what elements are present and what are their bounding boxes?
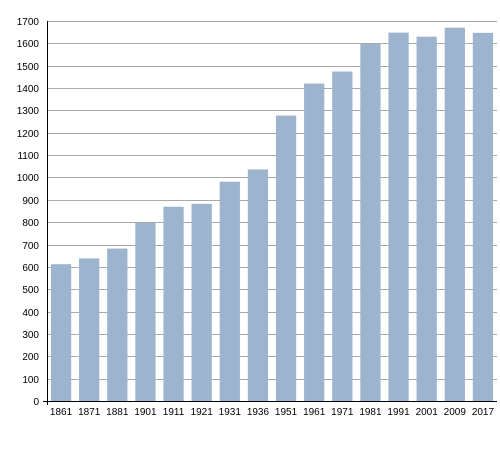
y-tick-label: 600 <box>22 263 39 274</box>
bar <box>444 27 465 402</box>
bar <box>107 248 128 401</box>
bar <box>304 83 325 401</box>
x-tick-label: 1881 <box>106 407 129 418</box>
y-tick-label: 300 <box>22 330 39 341</box>
x-tick-label: 1961 <box>303 407 326 418</box>
x-tick-label: 1901 <box>134 407 157 418</box>
y-tick-label: 1100 <box>17 151 39 162</box>
bar <box>50 264 72 401</box>
y-tick-label: 800 <box>22 218 39 229</box>
bar <box>79 258 100 401</box>
y-tick-label: 200 <box>22 352 39 363</box>
x-tick-label: 1936 <box>247 407 270 418</box>
bar <box>360 44 381 402</box>
x-tick-label: 1951 <box>275 407 298 418</box>
y-tick-label: 1300 <box>17 106 40 117</box>
y-tick-label: 400 <box>22 308 39 319</box>
x-tick-label: 2009 <box>444 407 467 418</box>
y-tick-label: 1700 <box>17 17 40 28</box>
x-tick-label: 2017 <box>472 407 495 418</box>
y-tick-label: 1200 <box>17 129 40 140</box>
bar <box>472 32 494 401</box>
bar <box>388 32 409 402</box>
x-tick-label: 1981 <box>359 407 382 418</box>
y-tick-label: 900 <box>22 196 39 207</box>
x-tick-label: 1861 <box>50 407 73 418</box>
x-tick-label: 1871 <box>78 407 101 418</box>
bar <box>247 169 269 401</box>
y-tick-label: 100 <box>22 375 39 386</box>
x-tick-label: 1971 <box>331 407 354 418</box>
y-tick-label: 500 <box>22 285 39 296</box>
y-tick-label: 0 <box>33 397 39 408</box>
x-tick-label: 1911 <box>163 407 185 418</box>
bar <box>332 71 353 402</box>
y-tick-label: 1000 <box>17 173 40 184</box>
x-tick-label: 1931 <box>219 407 242 418</box>
x-tick-label: 2001 <box>416 407 439 418</box>
x-tick-labels: 1861 1871 1881 1901 1911 1921 1931 1936 1951 1961… <box>50 407 495 418</box>
bar <box>219 181 240 401</box>
bar <box>416 36 437 402</box>
axes <box>43 21 497 405</box>
bar <box>191 203 212 401</box>
bars <box>50 27 494 402</box>
y-tick-labels: 0 100 200 300 400 500 600 700 800 900 1000 1100 1200… <box>17 17 40 408</box>
bar <box>135 222 156 401</box>
y-tick-label: 1400 <box>17 84 40 95</box>
bar <box>163 206 184 401</box>
bar <box>275 115 297 402</box>
x-tick-label: 1991 <box>387 407 410 418</box>
y-tick-label: 1500 <box>17 62 40 73</box>
y-tick-label: 1600 <box>17 39 40 50</box>
y-tick-label: 700 <box>22 241 39 252</box>
x-tick-label: 1921 <box>191 407 214 418</box>
